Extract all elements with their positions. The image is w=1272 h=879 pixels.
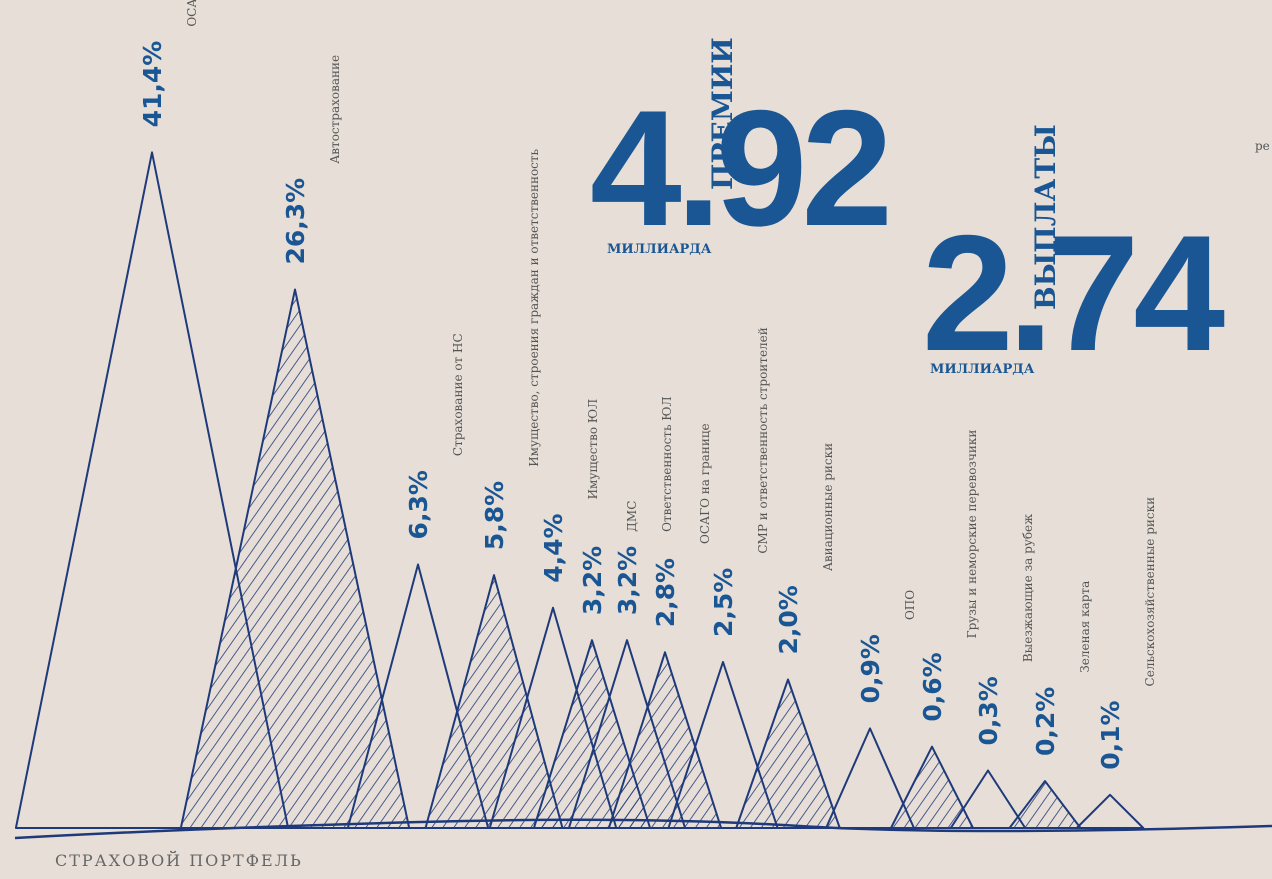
category-label: Грузы и неморские перевозчики: [965, 430, 979, 639]
category-label: Имущество ЮЛ: [586, 399, 600, 500]
peak: [179, 288, 411, 829]
category-label: Авиационные риски: [821, 443, 835, 571]
category-label: Выезжающие за рубеж: [1021, 514, 1035, 662]
peak: [14, 151, 290, 829]
peak: [346, 563, 490, 829]
highlight-unit: МИЛЛИАРДА: [930, 362, 1035, 377]
category-label: Страхование от НС: [451, 333, 465, 456]
peak: [667, 660, 779, 829]
category-label: ОПО: [903, 590, 917, 620]
category-label: Сельскохозяйственные риски: [1143, 497, 1157, 687]
value-label: 3,2%: [613, 546, 642, 615]
value-label: 0,1%: [1096, 700, 1125, 769]
value-label: 2,5%: [709, 568, 738, 637]
value-label: 4,4%: [539, 513, 568, 582]
value-label: 0,9%: [856, 634, 885, 703]
highlight-label: ПРЕМИИ: [706, 37, 739, 190]
peak: [889, 745, 975, 829]
highlight-number: 4.92: [590, 76, 887, 260]
peak: [1008, 780, 1082, 829]
category-label: ОСАГО на границе: [698, 423, 712, 544]
peak: [825, 727, 915, 829]
value-label: 0,3%: [974, 676, 1003, 745]
category-label: СМР и ответственность строителей: [756, 327, 770, 553]
peak: [1075, 793, 1145, 829]
value-label: 0,2%: [1031, 687, 1060, 756]
peak: [735, 678, 841, 829]
value-label: 26,3%: [281, 178, 310, 265]
value-label: 2,8%: [651, 558, 680, 627]
category-label: Ответственность ЮЛ: [660, 396, 674, 531]
value-label: 0,6%: [918, 652, 947, 721]
peak: [607, 651, 723, 829]
category-label: Автострахование: [328, 55, 342, 164]
category-label: Зеленая карта: [1078, 581, 1092, 673]
category-label: ОСАГО: [185, 0, 199, 27]
highlight-label: ВЫПЛАТЫ: [1029, 124, 1062, 310]
value-label: 41,4%: [138, 41, 167, 128]
edge-text: ре: [1255, 139, 1270, 153]
chart-title: СТРАХОВОЙ ПОРТФЕЛЬ: [55, 850, 303, 870]
value-label: 5,8%: [480, 481, 509, 550]
highlight-unit: МИЛЛИАРДА: [607, 242, 712, 257]
category-label: Имущество, строения граждан и ответствен…: [527, 148, 541, 466]
value-label: 3,2%: [578, 546, 607, 615]
value-label: 6,3%: [404, 470, 433, 539]
peak: [949, 769, 1027, 829]
highlight-number: 2.74: [922, 201, 1224, 385]
category-label: ДМС: [625, 501, 639, 532]
value-label: 2,0%: [774, 585, 803, 654]
